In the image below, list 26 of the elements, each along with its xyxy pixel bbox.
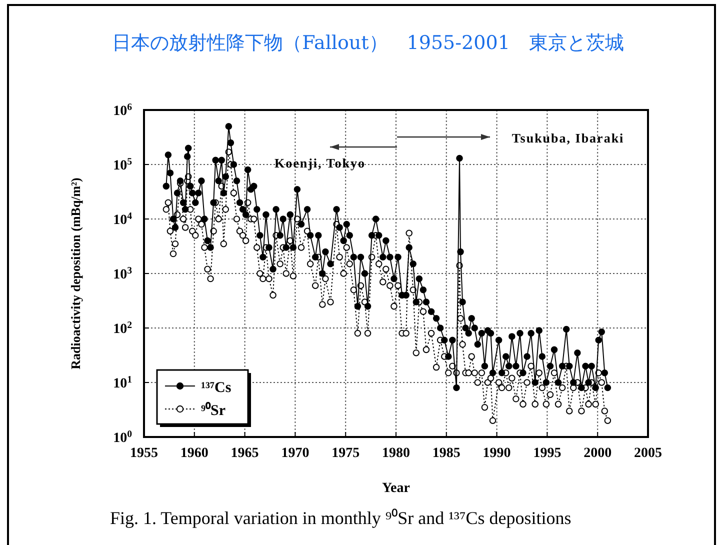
chart-title: 日本の放射性降下物（Fallout） 1955-2001 東京と茨城 <box>112 32 624 54</box>
x-tick-label: 1975 <box>332 446 360 461</box>
annotation: Tsukuba, Ibaraki <box>512 130 624 146</box>
legend-label: ⁹⁰Sr <box>201 401 226 419</box>
y-tick-label: 10$^{4}$ <box>113 210 132 228</box>
y-tick-label: 10$^{1}$ <box>113 374 132 392</box>
x-tick-label: 1980 <box>382 446 410 461</box>
x-tick-label: 1990 <box>482 446 511 461</box>
x-tick-label: 1970 <box>281 446 310 461</box>
annotation: Koenji, Tokyo <box>274 156 366 171</box>
x-tick-label: 2000 <box>584 446 612 461</box>
x-axis-title: Year <box>382 481 410 496</box>
x-tick-label: 1960 <box>180 446 208 461</box>
caption: Fig. 1. Temporal variation in monthly ⁹⁰Sr and ¹³⁷Cs depositions <box>110 508 572 528</box>
x-tick-label: 1955 <box>130 446 158 461</box>
y-tick-label: 10$^{5}$ <box>113 156 132 174</box>
x-tick-label: 1995 <box>533 446 562 461</box>
x-tick-label: 1965 <box>230 446 259 461</box>
y-axis-title: Radioactivity deposition (mBq/m²) <box>68 178 83 370</box>
x-tick-label: 2005 <box>634 446 662 461</box>
y-tick-label: 10$^{3}$ <box>113 264 132 282</box>
y-tick-label: 10$^{2}$ <box>113 319 132 337</box>
y-tick-label: 10$^{0}$ <box>113 428 132 446</box>
x-tick-label: 1985 <box>432 446 460 461</box>
legend-label: ¹³⁷Cs <box>201 380 232 396</box>
y-tick-label: 10$^{6}$ <box>113 101 132 119</box>
